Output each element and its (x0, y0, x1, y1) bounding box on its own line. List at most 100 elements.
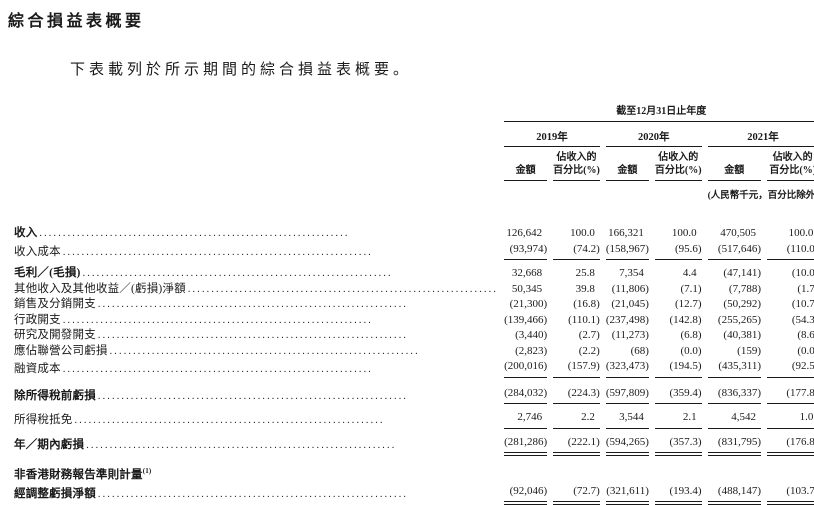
dot-leader (37, 226, 498, 242)
table-row: 其他收入及其他收益／(虧損)淨額 50,345 39.8 (11,806) (7.1) (… (14, 282, 814, 298)
cell-value: (12.7) (674, 298, 702, 310)
row-label: 收入 (14, 220, 498, 242)
cell-value: 100.0 (570, 227, 595, 239)
cell-value: 50,345 (511, 282, 543, 295)
cell-value: (68) (630, 344, 649, 357)
row-label: 年／期內虧損 (14, 429, 498, 454)
dot-leader (61, 313, 498, 329)
spacer-cell (14, 201, 498, 220)
percent-header: 佔收入的 百分比(%) (654, 147, 702, 181)
income-table-body: 收入126,642100.0166,321100.0470,505100.029… (14, 220, 814, 504)
spacer-cell (504, 181, 702, 201)
unaudited-note-row: (未經審核) (14, 201, 814, 220)
dot-leader (61, 245, 498, 261)
cell-value: (2,823) (515, 344, 548, 357)
cell-value: (194.5) (654, 359, 702, 378)
table-row: 非香港財務報告準則計量(1) (14, 453, 814, 484)
row-label: 應佔聯營公司虧損 (14, 344, 498, 360)
currency-note-row: (人民幣千元，百分比除外) (14, 181, 814, 201)
dot-leader (73, 413, 499, 429)
cell-value: (831,795) (707, 429, 762, 455)
cell-value: 39.8 (575, 282, 595, 295)
cell-value: (40,381) (723, 329, 761, 341)
cell-value: (50,292) (723, 298, 761, 310)
table-row: 除所得稅前虧損(284,032)(224.3)(597,809)(359.4)(… (14, 378, 814, 405)
cell-value: (21,045) (611, 298, 649, 310)
table-row: 研究及開發開支 (3,440) (2.7) (11,273) (6.8) (40,381)… (14, 328, 814, 344)
table-row: 毛利／(毛損)32,66825.87,3544.4(47,141)(10.0)(… (14, 260, 814, 282)
cell-value: (7,788) (728, 282, 761, 295)
spacer-cell (14, 122, 498, 147)
cell-value: (47,141) (723, 267, 761, 279)
cell-value: (21,300) (509, 298, 548, 310)
cell-value: 25.8 (575, 267, 595, 279)
row-label: 經調整虧損淨額 (14, 484, 498, 503)
cell-value: (157.9) (553, 359, 600, 378)
cell-value: 1.0 (767, 404, 814, 429)
table-row: 銷售及分銷開支 (21,300) (16.8) (21,045) (12.7) (50,2… (14, 297, 814, 313)
cell-value: (359.4) (654, 378, 702, 404)
spacer-cell (14, 181, 498, 201)
cell-value: (110.0) (767, 242, 814, 260)
cell-value: (159) (737, 344, 761, 357)
cell-value: 7,354 (619, 267, 644, 279)
row-label: 非香港財務報告準則計量(1) (14, 467, 152, 481)
cell-value: (0.0) (797, 344, 814, 357)
cell-value: (54.3) (791, 313, 814, 326)
percent-header: 佔收入的 百分比(%) (553, 147, 600, 181)
cell-value: (8.6) (797, 329, 814, 341)
cell-value: (517,646) (707, 242, 761, 260)
table-row: 行政開支 (139,466) (110.1) (237,498) (142.8) (255… (14, 313, 814, 329)
cell-value: 4.4 (682, 267, 697, 279)
cell-value: (92.5) (767, 359, 814, 378)
table-row: 年／期內虧損(281,286)(222.1)(594,265)(357.3)(8… (14, 429, 814, 455)
cell-value: (93,974) (504, 242, 548, 260)
cell-value: (281,286) (504, 429, 548, 455)
cell-value: (142.8) (669, 313, 702, 326)
cell-value: (11,273) (611, 329, 649, 341)
dot-leader (96, 328, 498, 344)
cell-value (606, 453, 649, 484)
spacer-cell (14, 147, 498, 181)
dot-leader (96, 297, 498, 313)
cell-value: 100.0 (671, 227, 697, 239)
row-label: 融資成本 (14, 359, 498, 378)
row-label: 所得稅抵免 (14, 404, 498, 429)
cell-value: (139,466) (504, 313, 548, 326)
cell-value: (0.0) (680, 344, 702, 357)
cell-value: (222.1) (553, 429, 600, 455)
cell-value: (95.6) (654, 242, 702, 260)
cell-value: (435,311) (707, 359, 761, 378)
cell-value: 3,544 (605, 404, 649, 429)
cell-value: (2.7) (578, 329, 600, 341)
cell-value: 166,321 (608, 227, 644, 239)
dot-leader (84, 438, 498, 454)
cell-value: (11,806) (611, 282, 649, 295)
dot-leader (186, 282, 498, 298)
cell-value (708, 453, 761, 484)
dot-leader (108, 344, 498, 360)
spacer-cell (14, 100, 498, 122)
cell-value: (10.0) (791, 267, 814, 279)
cell-value: (158,967) (605, 242, 649, 260)
cell-value: (6.8) (680, 329, 702, 341)
cell-value: 100.0 (788, 227, 814, 239)
cell-value: 470,505 (720, 227, 756, 239)
period-group-header-row: 截至12月31日止年度 截至9月30日止九個月 (14, 100, 814, 122)
year-header-2020: 2020年 (605, 122, 702, 147)
income-statement-table: 截至12月31日止年度 截至9月30日止九個月 2019年 2020年 2021… (8, 100, 814, 504)
sub-header-row: 金額 佔收入的 百分比(%) 金額 佔收入的 百分比(%) 金額 佔收入的 百分比(%… (14, 147, 814, 181)
period-group-annual: 截至12月31日止年度 (504, 100, 814, 122)
cell-value: (7.1) (680, 282, 702, 295)
cell-value: (92,046) (504, 484, 548, 504)
dot-leader (96, 487, 498, 503)
year-header-2021: 2021年 (707, 122, 814, 147)
cell-value: (488,147) (707, 484, 762, 504)
dot-leader (96, 389, 498, 405)
row-label: 收入成本 (14, 242, 498, 261)
cell-value: (3,440) (515, 329, 548, 341)
cell-value (767, 453, 814, 484)
table-row: 收入成本 (93,974) (74.2) (158,967) (95.6) (517,64… (14, 242, 814, 261)
percent-header: 佔收入的 百分比(%) (767, 147, 814, 181)
row-label: 銷售及分銷開支 (14, 297, 498, 313)
